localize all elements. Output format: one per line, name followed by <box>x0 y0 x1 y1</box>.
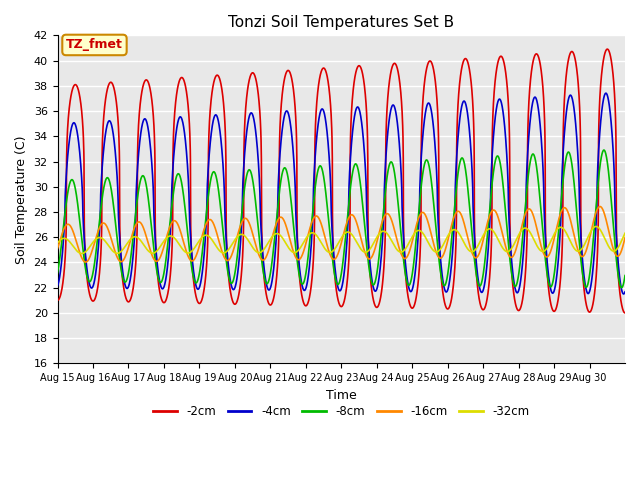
Line: -32cm: -32cm <box>58 227 625 253</box>
Y-axis label: Soil Temperature (C): Soil Temperature (C) <box>15 135 28 264</box>
X-axis label: Time: Time <box>326 389 356 402</box>
-32cm <box>54 240 61 246</box>
-4cm <box>498 102 506 108</box>
-2cm <box>432 84 440 90</box>
-16cm <box>621 235 629 240</box>
-16cm <box>473 254 481 260</box>
-2cm <box>604 46 611 52</box>
-4cm <box>420 116 428 121</box>
-2cm <box>473 277 481 283</box>
-16cm <box>596 204 604 209</box>
Line: -4cm: -4cm <box>58 93 625 294</box>
Legend: -2cm, -4cm, -8cm, -16cm, -32cm: -2cm, -4cm, -8cm, -16cm, -32cm <box>148 401 534 423</box>
-4cm <box>473 266 481 272</box>
-2cm <box>621 310 629 316</box>
-2cm <box>498 54 506 60</box>
-32cm <box>421 233 429 239</box>
-2cm <box>420 79 428 84</box>
-4cm <box>490 133 497 139</box>
-4cm <box>602 90 610 96</box>
-16cm <box>152 258 159 264</box>
-8cm <box>498 172 506 178</box>
-8cm <box>600 147 608 153</box>
-8cm <box>618 285 625 290</box>
-4cm <box>621 289 629 295</box>
-4cm <box>432 156 440 162</box>
-32cm <box>473 244 481 250</box>
-16cm <box>432 249 440 255</box>
-2cm <box>152 223 159 228</box>
-32cm <box>498 244 506 250</box>
-32cm <box>78 251 86 256</box>
-8cm <box>54 270 61 276</box>
-16cm <box>490 207 497 213</box>
-8cm <box>490 169 497 175</box>
-2cm <box>490 100 497 106</box>
-16cm <box>54 246 61 252</box>
-16cm <box>498 229 506 235</box>
Text: TZ_fmet: TZ_fmet <box>66 38 123 51</box>
-32cm <box>490 228 497 234</box>
Title: Tonzi Soil Temperatures Set B: Tonzi Soil Temperatures Set B <box>228 15 454 30</box>
-32cm <box>152 249 159 255</box>
-32cm <box>592 224 600 229</box>
-16cm <box>82 259 90 265</box>
Line: -8cm: -8cm <box>58 150 625 288</box>
-8cm <box>152 258 159 264</box>
-8cm <box>432 226 440 231</box>
-32cm <box>621 230 629 236</box>
-16cm <box>421 211 429 217</box>
-4cm <box>152 237 159 242</box>
-8cm <box>473 275 481 281</box>
-8cm <box>420 161 428 167</box>
-4cm <box>54 283 61 289</box>
-2cm <box>54 298 61 303</box>
-32cm <box>432 249 440 255</box>
Line: -2cm: -2cm <box>58 49 625 313</box>
-8cm <box>621 273 629 278</box>
-4cm <box>620 291 627 297</box>
Line: -16cm: -16cm <box>58 206 625 262</box>
